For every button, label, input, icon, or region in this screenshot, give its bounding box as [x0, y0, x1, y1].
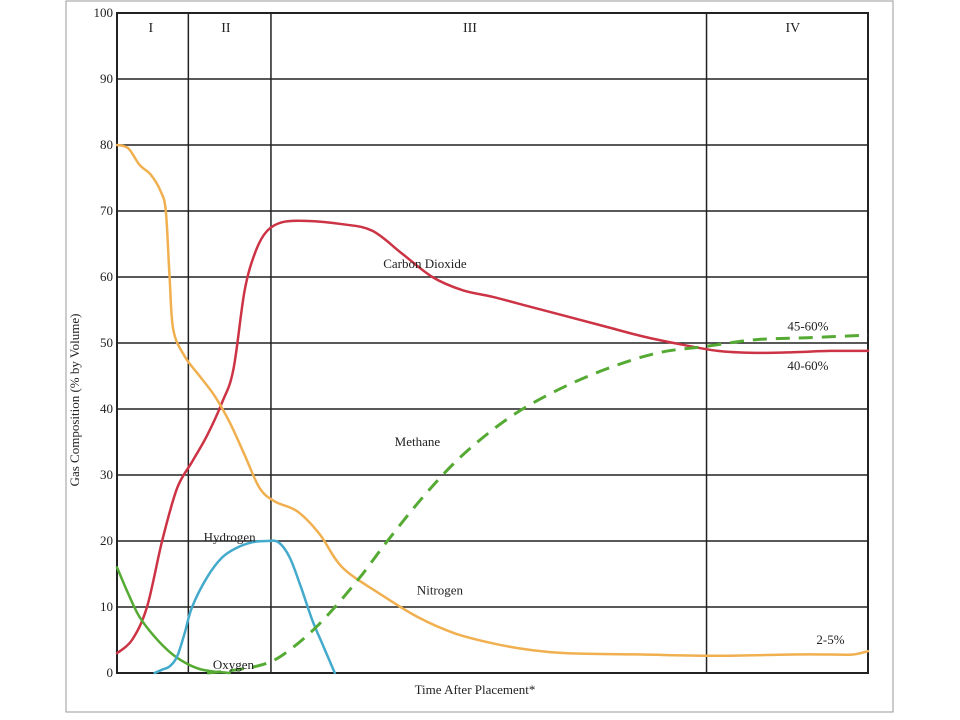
- y-tick-label: 90: [100, 71, 113, 86]
- phase-label: II: [221, 21, 231, 36]
- series-line-carbon-dioxide: [115, 219, 870, 655]
- phase-labels: I II III IV: [148, 21, 800, 36]
- y-tick-label: 30: [100, 467, 113, 482]
- series-annotation: Oxygen: [213, 657, 255, 672]
- series-line-hydrogen: [153, 539, 337, 675]
- y-tick-label: 100: [94, 5, 114, 20]
- y-tick-label: 0: [107, 665, 114, 680]
- y-tick-label: 80: [100, 137, 113, 152]
- phase-boundaries: [187, 13, 708, 673]
- annotations: Carbon Dioxide 45-60% 40-60% Methane Hydroge…: [204, 256, 845, 672]
- series-annotation: 2-5%: [816, 632, 844, 647]
- series-annotation: 45-60%: [787, 319, 828, 334]
- series-line-methane: [206, 333, 869, 675]
- y-tick-label: 40: [100, 401, 113, 416]
- y-tick-label: 10: [100, 599, 113, 614]
- series-lines: [115, 143, 870, 675]
- y-tick-label: 60: [100, 269, 113, 284]
- phase-label: IV: [786, 21, 801, 36]
- x-axis-label: Time After Placement*: [415, 682, 536, 697]
- phase-label: I: [148, 21, 153, 36]
- outer-border: [65, 0, 894, 713]
- y-axis-label: Gas Composition (% by Volume): [67, 314, 82, 487]
- series-annotation: Carbon Dioxide: [383, 256, 467, 271]
- series-line-nitrogen: [115, 143, 870, 658]
- gridlines: [117, 12, 868, 674]
- phase-label: III: [463, 21, 477, 36]
- series-annotation: Methane: [395, 434, 441, 449]
- y-tick-label: 50: [100, 335, 113, 350]
- y-tick-labels: 0 10 20 30 40 50 60 70 80 90 100: [94, 5, 114, 680]
- series-annotation: Nitrogen: [417, 583, 464, 598]
- y-tick-label: 20: [100, 533, 113, 548]
- series-annotation: 40-60%: [787, 358, 828, 373]
- series-annotation: Hydrogen: [204, 530, 256, 545]
- y-tick-label: 70: [100, 203, 113, 218]
